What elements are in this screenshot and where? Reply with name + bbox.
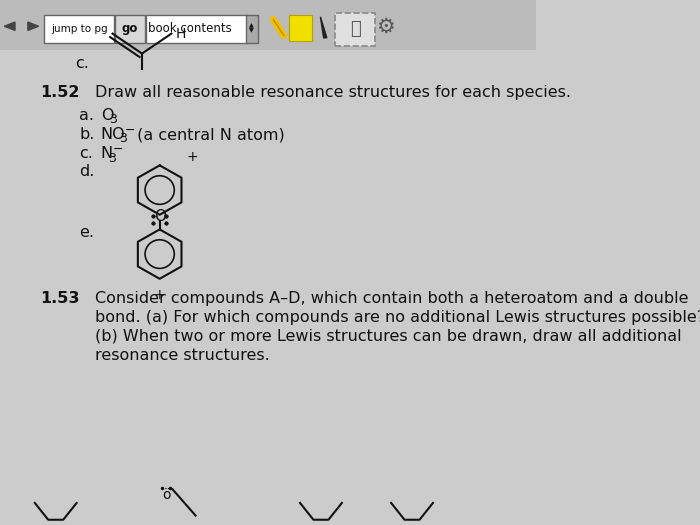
Text: 3: 3 [108,152,116,165]
Text: 3: 3 [119,132,127,145]
Text: go: go [122,22,138,35]
FancyBboxPatch shape [246,15,258,43]
Text: +: + [187,150,199,164]
Text: N: N [101,146,113,162]
Text: −: − [125,124,135,137]
Text: (a central N atom): (a central N atom) [132,127,285,142]
Text: ⚙: ⚙ [377,16,395,36]
Text: (b) When two or more Lewis structures can be drawn, draw all additional: (b) When two or more Lewis structures ca… [95,329,682,344]
Text: O: O [101,108,113,123]
Text: book contents: book contents [148,22,232,35]
Text: NO: NO [101,127,125,142]
Text: 1.52: 1.52 [40,85,80,100]
Text: bond. (a) For which compounds are no additional Lewis structures possible?: bond. (a) For which compounds are no add… [95,310,700,325]
Text: a.: a. [79,108,95,123]
Text: H: H [176,27,186,40]
Text: e.: e. [79,225,95,240]
Text: −: − [113,143,123,156]
Text: ▲
▼: ▲ ▼ [249,24,254,34]
Text: O: O [154,209,166,224]
FancyBboxPatch shape [115,15,145,43]
FancyBboxPatch shape [289,15,312,41]
Polygon shape [321,17,327,38]
Text: c.: c. [75,56,89,71]
Text: b.: b. [79,127,95,142]
Text: ⎙: ⎙ [350,20,360,38]
Text: resonance structures.: resonance structures. [95,348,270,363]
Text: jump to pg: jump to pg [51,24,108,34]
Polygon shape [4,22,15,30]
Text: c.: c. [79,146,93,162]
FancyBboxPatch shape [45,15,113,43]
Polygon shape [28,22,38,30]
FancyBboxPatch shape [0,0,536,50]
Text: ö: ö [162,488,170,501]
FancyBboxPatch shape [335,13,375,46]
FancyBboxPatch shape [146,15,248,43]
Text: d.: d. [79,164,95,179]
Text: Draw all reasonable resonance structures for each species.: Draw all reasonable resonance structures… [95,85,571,100]
Text: 1.53: 1.53 [40,291,80,306]
Text: 3: 3 [109,113,117,126]
Text: Consider compounds ​A–D, which contain both a heteroatom and a double: Consider compounds ​A–D, which contain b… [95,291,689,306]
Text: +: + [154,288,165,302]
